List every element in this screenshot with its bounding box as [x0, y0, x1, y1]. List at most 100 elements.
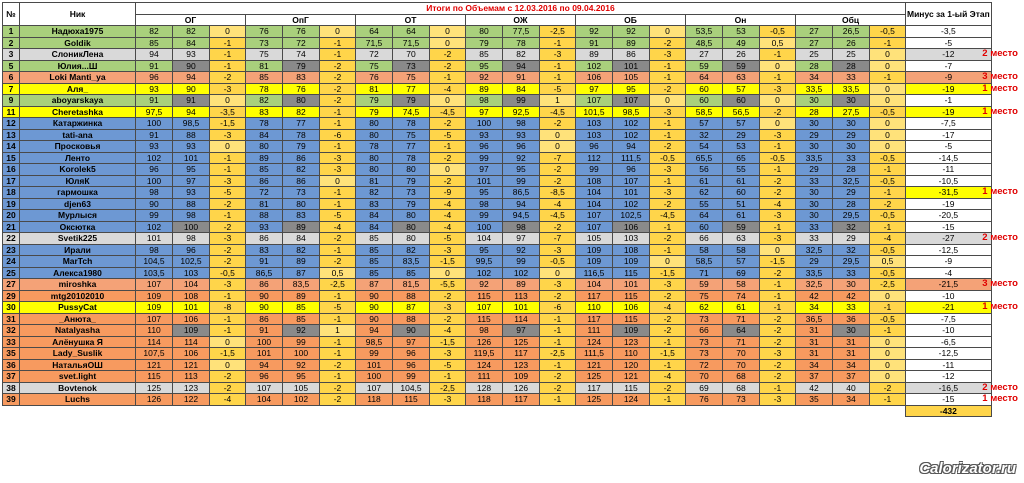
cell-value: -1	[539, 312, 576, 325]
cell-value: 101	[172, 151, 210, 164]
cell-value: -5	[209, 186, 246, 199]
cell-value: 93	[465, 128, 503, 141]
cell-value: 30	[795, 197, 833, 210]
cell-value: 89	[502, 278, 540, 291]
cell-value: 32	[832, 243, 870, 256]
cell-value: 88	[392, 312, 430, 325]
cell-value: -2	[319, 82, 356, 95]
cell-value: 97	[465, 163, 503, 176]
table-row: 27 miroshka 107 104 -3 86 83,5 -2,5 87 81,5 -5,5 92…	[2, 278, 992, 291]
cell-value: -4	[319, 220, 356, 233]
cell-value: -2	[869, 197, 906, 210]
cell-value: 111	[575, 324, 613, 337]
cell-value: 97	[502, 232, 540, 245]
cell-value: -1	[869, 220, 906, 233]
cell-value: 94	[172, 105, 210, 118]
cell-value: 29	[832, 128, 870, 141]
place-label: 3 место	[982, 278, 1018, 289]
row-nick: Loki Manti_ya	[19, 71, 136, 84]
cell-value: 106	[172, 312, 210, 325]
cell-value: 97	[575, 82, 613, 95]
cell-value: 84	[355, 220, 393, 233]
row-nick: Natalyasha	[19, 324, 136, 337]
cell-value: -1	[429, 370, 466, 383]
cell-value: 0	[429, 163, 466, 176]
cell-value: -1,5	[649, 266, 686, 279]
cell-value: 80	[355, 128, 393, 141]
cell-value: 80	[465, 25, 503, 38]
cell-value: 0	[869, 370, 906, 383]
cell-value: 73	[685, 335, 723, 348]
cell-value: 101	[355, 358, 393, 371]
cell-value: -1	[869, 186, 906, 199]
table-row: 20 Мурлыся 99 98 -1 88 83 -5 84 80 -4 99 94,5 -4,5 107…	[2, 209, 992, 222]
cell-value: 75	[245, 48, 283, 61]
cell-value: 58	[722, 278, 760, 291]
row-nick: Svetik225	[19, 232, 136, 245]
header-group-3: ОТ	[355, 13, 466, 26]
cell-value: -5	[539, 82, 576, 95]
cell-value: 96	[612, 163, 650, 176]
row-minus: -3,5	[905, 25, 992, 38]
cell-value: 42	[795, 289, 833, 302]
cell-value: 60	[685, 82, 723, 95]
cell-value: 123	[502, 358, 540, 371]
cell-value: 0	[649, 255, 686, 268]
table-row: 6 Loki Manti_ya 96 94 -2 85 83 -2 76 75 -1 92 91 -1 10…	[2, 71, 992, 84]
cell-value: 85	[282, 312, 320, 325]
cell-value: -3	[539, 243, 576, 256]
cell-value: 105	[575, 232, 613, 245]
cell-value: 101	[172, 301, 210, 314]
cell-value: -1,5	[209, 347, 246, 360]
cell-value: 93	[502, 128, 540, 141]
cell-value: -2	[319, 393, 356, 406]
cell-value: -0,5	[539, 255, 576, 268]
cell-value: 97	[392, 335, 430, 348]
cell-value: -3	[649, 105, 686, 118]
cell-value: 93	[245, 220, 283, 233]
cell-value: 95	[465, 243, 503, 256]
cell-value: 65,5	[685, 151, 723, 164]
cell-value: 91	[172, 94, 210, 107]
cell-value: -5	[429, 232, 466, 245]
cell-value: 28	[832, 163, 870, 176]
cell-value: -5	[429, 358, 466, 371]
cell-value: 31	[832, 347, 870, 360]
cell-value: -1	[319, 289, 356, 302]
cell-value: 115	[612, 312, 650, 325]
cell-value: -1	[869, 324, 906, 337]
cell-value: 95	[465, 186, 503, 199]
cell-value: -0,5	[869, 174, 906, 187]
cell-value: 99	[465, 151, 503, 164]
cell-value: -3	[649, 186, 686, 199]
cell-value: 71	[722, 312, 760, 325]
row-number: 35	[2, 347, 20, 360]
place-label: 1 место	[982, 106, 1018, 117]
cell-value: -1	[759, 381, 796, 394]
table-row: 25 Алекса1980 103,5 103 -0,5 86,5 87 0,5 85 85 0 10…	[2, 266, 992, 279]
cell-value: 76	[355, 71, 393, 84]
place-label: 3 место	[982, 71, 1018, 82]
cell-value: 107	[135, 278, 173, 291]
cell-value: 94	[355, 324, 393, 337]
cell-value: 124	[465, 358, 503, 371]
cell-value: 102,5	[172, 255, 210, 268]
blank-cell	[173, 405, 210, 417]
cell-value: 29	[795, 255, 833, 268]
cell-value: 91	[245, 255, 283, 268]
cell-value: -2,5	[319, 278, 356, 291]
cell-value: -3	[429, 347, 466, 360]
row-nick: Мурлыся	[19, 209, 136, 222]
cell-value: 78	[245, 82, 283, 95]
cell-value: 30	[832, 324, 870, 337]
cell-value: 33	[832, 266, 870, 279]
cell-value: 101	[135, 232, 173, 245]
cell-value: 0	[869, 48, 906, 61]
cell-value: 90	[355, 312, 393, 325]
cell-value: 90	[172, 59, 210, 72]
cell-value: -2	[209, 381, 246, 394]
cell-value: -3	[209, 82, 246, 95]
cell-value: -9	[429, 186, 466, 199]
cell-value: 101	[502, 301, 540, 314]
cell-value: -3	[429, 243, 466, 256]
